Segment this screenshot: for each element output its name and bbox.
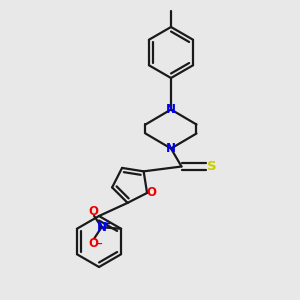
Text: +: + bbox=[103, 219, 111, 229]
Text: O: O bbox=[147, 186, 157, 200]
Text: N: N bbox=[97, 221, 106, 234]
Text: N: N bbox=[166, 103, 176, 116]
Text: S: S bbox=[207, 160, 217, 173]
Text: O: O bbox=[88, 205, 98, 218]
Text: N: N bbox=[166, 142, 176, 155]
Text: O: O bbox=[88, 237, 98, 250]
Text: −: − bbox=[94, 239, 103, 249]
